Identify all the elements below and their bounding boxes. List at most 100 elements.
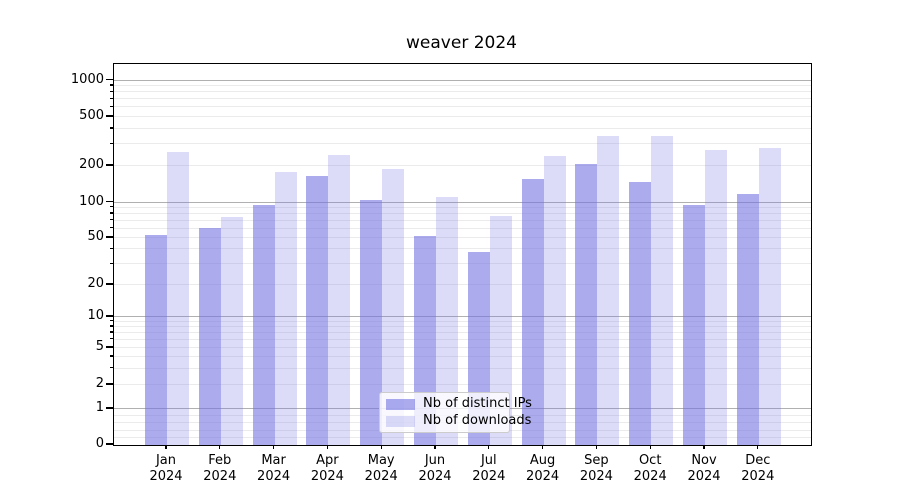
y-tick-label: 200: [79, 157, 104, 172]
x-tick-mark: [488, 445, 490, 449]
x-tick-mark: [649, 445, 651, 449]
bar-distinct-ips-mar: [252, 205, 275, 445]
y-minor-tick-mark: [109, 331, 113, 333]
y-minor-tick-mark: [109, 355, 113, 357]
bar-distinct-ips-oct: [629, 181, 652, 445]
y-minor-tick-mark: [109, 97, 113, 99]
y-minor-tick-mark: [109, 367, 113, 369]
x-tick-mark: [595, 445, 597, 449]
bar-downloads-may: [382, 168, 405, 445]
y-tick-mark: [106, 346, 113, 348]
legend-swatch-downloads: [386, 415, 415, 427]
x-tick-mark: [757, 445, 759, 449]
y-tick-mark: [106, 443, 113, 445]
x-tick-label-sep: Sep 2024: [579, 453, 613, 484]
x-tick-label-jun: Jun 2024: [418, 453, 452, 484]
legend-item-downloads: Nb of downloads: [386, 414, 531, 428]
gridline-minor: [114, 219, 811, 221]
gridline-minor: [114, 227, 811, 229]
x-tick-label-mar: Mar 2024: [257, 453, 291, 484]
x-tick-mark: [219, 445, 221, 449]
gridline-minor: [114, 127, 811, 129]
bar-distinct-ips-may: [360, 199, 383, 445]
y-minor-tick-mark: [109, 262, 113, 264]
gridline-minor: [114, 338, 811, 340]
y-minor-tick-mark: [109, 206, 113, 208]
y-minor-tick-mark: [109, 338, 113, 340]
y-tick-mark: [106, 315, 113, 317]
bar-distinct-ips-jan: [145, 235, 167, 445]
legend-swatch-distinct-ips: [386, 398, 415, 410]
y-minor-tick-mark: [109, 105, 113, 107]
y-tick-label: 50: [87, 229, 104, 244]
x-tick-mark: [273, 445, 275, 449]
x-tick-mark: [703, 445, 705, 449]
gridline-minor: [114, 237, 811, 238]
x-tick-mark: [165, 445, 167, 449]
y-minor-tick-mark: [109, 325, 113, 327]
y-tick-mark: [106, 200, 113, 203]
x-tick-label-aug: Aug 2024: [526, 453, 560, 484]
x-tick-mark: [380, 445, 382, 449]
y-tick-label: 5: [95, 339, 104, 354]
y-minor-tick-mark: [109, 227, 113, 229]
gridline-major: [114, 201, 811, 203]
bar-downloads-mar: [274, 171, 297, 445]
bar-downloads-dec: [758, 147, 781, 445]
gridline-minor: [114, 384, 811, 385]
y-minor-tick-mark: [109, 142, 113, 144]
gridline-major: [114, 316, 811, 317]
gridline-minor: [114, 263, 811, 265]
gridline-minor: [114, 284, 811, 285]
y-minor-tick-mark: [109, 84, 113, 86]
y-minor-tick-mark: [109, 320, 113, 322]
chart-title: weaver 2024: [406, 33, 517, 53]
y-tick-label: 500: [79, 108, 104, 123]
legend-label: Nb of distinct IPs: [423, 396, 532, 411]
gridline-minor: [114, 106, 811, 108]
gridline-minor: [114, 356, 811, 358]
bar-distinct-ips-dec: [736, 193, 759, 445]
gridline-minor: [114, 347, 811, 348]
bar-downloads-feb: [220, 216, 243, 445]
bar-distinct-ips-apr: [306, 176, 329, 445]
y-tick-label: 100: [79, 193, 104, 209]
x-tick-mark: [326, 445, 328, 449]
y-tick-mark: [106, 236, 113, 238]
x-tick-mark: [542, 445, 544, 449]
gridline-major: [114, 79, 811, 81]
plot-area: [113, 63, 812, 446]
gridline-minor: [114, 436, 811, 438]
bar-downloads-aug: [543, 156, 566, 445]
y-tick-mark: [106, 407, 113, 409]
x-tick-label-may: May 2024: [364, 453, 398, 484]
x-tick-label-dec: Dec 2024: [741, 453, 775, 484]
x-tick-label-nov: Nov 2024: [687, 453, 721, 484]
bar-distinct-ips-nov: [683, 204, 705, 445]
y-tick-mark: [106, 383, 113, 385]
x-tick-label-jan: Jan 2024: [149, 453, 183, 484]
bar-downloads-nov: [705, 150, 727, 445]
y-minor-tick-mark: [109, 219, 113, 221]
y-minor-tick-mark: [109, 247, 113, 250]
legend-label: Nb of downloads: [423, 413, 532, 428]
y-minor-tick-mark: [109, 127, 113, 129]
x-tick-label-apr: Apr 2024: [310, 453, 344, 484]
gridline-minor: [114, 331, 811, 333]
bar-downloads-sep: [597, 136, 620, 445]
y-tick-label: 20: [87, 276, 104, 291]
x-tick-mark: [434, 445, 436, 449]
y-tick-mark: [106, 283, 113, 285]
gridline-minor: [114, 91, 811, 93]
gridline-minor: [114, 325, 811, 327]
y-minor-tick-mark: [109, 212, 113, 214]
gridline-minor: [114, 206, 811, 208]
y-tick-mark: [106, 115, 113, 117]
gridline-minor: [114, 165, 811, 166]
y-tick-label: 0: [95, 436, 104, 451]
y-tick-label: 2: [95, 376, 104, 391]
gridline-minor: [114, 212, 811, 214]
x-tick-label-jul: Jul 2024: [472, 453, 506, 484]
bar-downloads-jan: [167, 151, 189, 445]
